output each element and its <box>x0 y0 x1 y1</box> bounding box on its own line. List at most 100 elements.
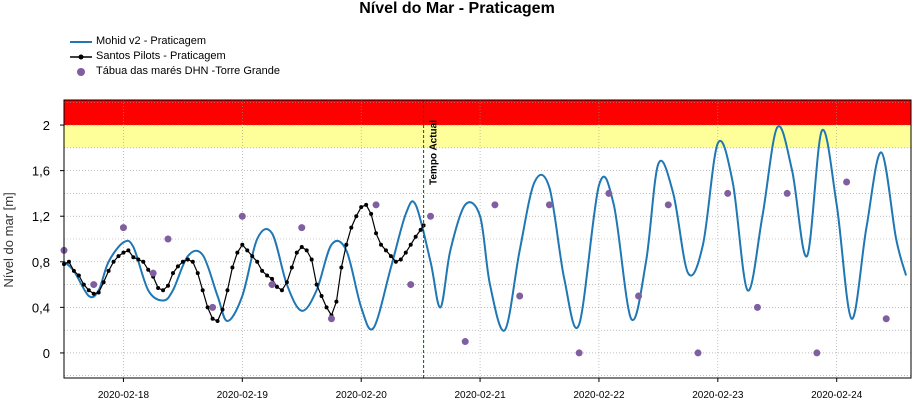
series-1-point <box>180 259 185 264</box>
legend: Mohid v2 - Praticagem Santos Pilots - Pr… <box>70 34 280 79</box>
current-time-marker: Tempo Actual <box>423 100 440 378</box>
series-1-point <box>374 231 379 236</box>
series-1-point <box>106 268 111 273</box>
series-1-point <box>66 259 71 264</box>
series-2-point <box>407 281 415 289</box>
series-2-point <box>783 189 791 197</box>
series-1-point <box>334 299 339 304</box>
series-1-point <box>279 288 284 293</box>
series-1-point <box>314 282 319 287</box>
series-1-point <box>240 242 245 247</box>
series-1-point <box>379 242 384 247</box>
series-2-point <box>882 315 890 323</box>
series-1-point <box>294 250 299 255</box>
series-1-point <box>324 305 329 310</box>
series-1-point <box>71 268 76 273</box>
series-1-point <box>225 288 230 293</box>
series-1-point <box>76 273 81 278</box>
series-1-point <box>81 282 86 287</box>
series-1-point <box>265 273 270 278</box>
series-1-point <box>319 293 324 298</box>
legend-marker-swatch <box>77 68 85 76</box>
series-1-point <box>126 248 131 253</box>
series-1-point <box>121 250 126 255</box>
axes: 0 0,4 0,8 1,2 1,6 2 2020-02-18 2020-02-19 2020-0… <box>32 99 912 401</box>
series-1-point <box>156 285 161 290</box>
series-2-point <box>427 212 435 220</box>
series-2-point <box>635 292 643 300</box>
series-1-point <box>96 290 101 295</box>
y-tick-label: 0,8 <box>32 255 50 270</box>
chart-title: Nível do Mar - Praticagem <box>359 0 555 17</box>
series-1-point <box>141 259 146 264</box>
series-1-point <box>166 283 171 288</box>
series-1-point <box>344 242 349 247</box>
series-2-point <box>664 201 672 209</box>
series-1-point <box>136 257 141 262</box>
series-1-point <box>408 242 413 247</box>
x-tick-label: 2020-02-22 <box>573 390 625 401</box>
series-1-point <box>200 288 205 293</box>
series-2-point <box>843 178 851 186</box>
series-2-point <box>813 349 821 357</box>
series-2-point <box>545 201 553 209</box>
x-tick-label: 2020-02-19 <box>217 390 269 401</box>
series-1-point <box>235 250 240 255</box>
legend-line-swatch <box>70 41 92 43</box>
series-2-point <box>327 315 335 323</box>
series-1-point <box>205 305 210 310</box>
x-tick-label: 2020-02-23 <box>692 390 744 401</box>
series-1-point <box>354 214 359 219</box>
series-1-point <box>309 257 314 262</box>
plot-frame <box>63 99 912 379</box>
series-2-point <box>605 189 613 197</box>
legend-item-santos-pilots[interactable]: Santos Pilots - Praticagem <box>70 49 280 64</box>
legend-label: Mohid v2 - Praticagem <box>96 35 207 47</box>
series-2-point <box>753 303 761 311</box>
series-1-point <box>131 255 136 260</box>
series-2-point <box>119 224 127 232</box>
legend-label: Santos Pilots - Praticagem <box>96 50 226 62</box>
series-1-point <box>101 280 106 285</box>
series-1-point <box>284 280 289 285</box>
series-markers <box>60 178 890 357</box>
threshold-band-0 <box>64 125 911 148</box>
series-line-1 <box>63 204 425 322</box>
series-1-point <box>339 265 344 270</box>
series-1-point <box>190 259 195 264</box>
series-1-point <box>161 288 166 293</box>
series-2-point <box>724 189 732 197</box>
y-tick-label: 2 <box>43 118 50 133</box>
series-1-point <box>403 250 408 255</box>
series-1-point <box>170 271 175 276</box>
grid-lines <box>64 100 911 378</box>
series-1-point <box>304 248 309 253</box>
x-tick-label: 2020-02-18 <box>98 390 150 401</box>
series-1-point <box>349 225 354 230</box>
series-1-point <box>91 291 96 296</box>
series-2-point <box>149 269 157 277</box>
series-1-point <box>220 307 225 312</box>
legend-item-mohid[interactable]: Mohid v2 - Praticagem <box>70 34 280 49</box>
y-tick-label: 1,6 <box>32 164 50 179</box>
legend-item-tabua-mares[interactable]: Tábua das marés DHN -Torre Grande <box>70 64 280 79</box>
series-1-point <box>398 257 403 262</box>
legend-label: Tábua das marés DHN -Torre Grande <box>96 65 281 77</box>
series-lines <box>63 125 908 332</box>
series-2-point <box>268 281 276 289</box>
series-1-point <box>359 205 364 210</box>
series-1-point <box>86 288 91 293</box>
series-2-point <box>238 212 246 220</box>
series-1-point <box>299 244 304 249</box>
series-2-point <box>164 235 172 243</box>
series-1-point <box>418 227 423 232</box>
series-1-point <box>255 259 260 264</box>
x-tick-label: 2020-02-20 <box>336 390 388 401</box>
series-1-point <box>116 254 121 259</box>
series-1-point <box>383 248 388 253</box>
series-1-point <box>388 254 393 259</box>
series-2-point <box>209 303 217 311</box>
series-1-point <box>393 259 398 264</box>
series-1-point <box>364 202 369 207</box>
